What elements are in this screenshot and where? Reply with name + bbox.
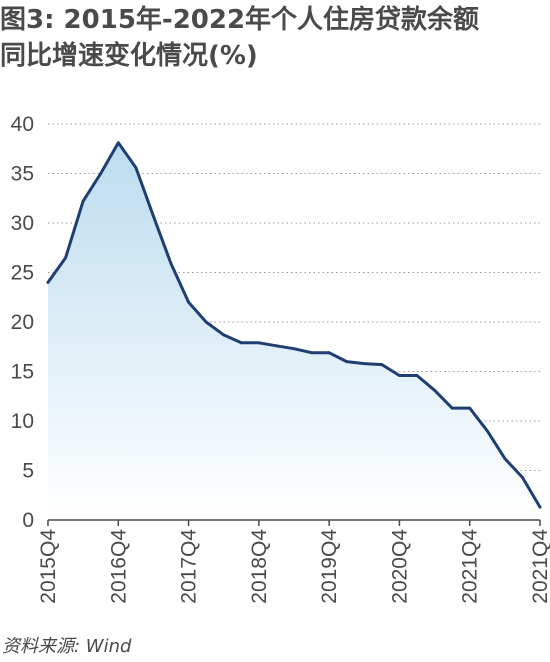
y-tick-label-40: 40 [11, 113, 34, 136]
data-point-2018Q1 [204, 320, 208, 324]
x-tick-label-1: 2016Q4 [107, 529, 130, 604]
data-point-2020Q1 [345, 360, 349, 363]
data-point-2019Q2 [292, 347, 296, 351]
data-point-2022Q3 [521, 476, 524, 479]
data-point-2016Q2 [81, 199, 85, 203]
data-point-2020Q2 [362, 362, 366, 365]
data-point-2019Q4 [327, 351, 331, 355]
x-tick-label-4: 2019Q4 [318, 529, 341, 604]
data-point-2022Q1 [485, 429, 489, 433]
x-tick-label-3: 2018Q4 [248, 529, 271, 604]
y-tick-label-10: 10 [11, 410, 34, 433]
y-tick-label-0: 0 [22, 509, 34, 532]
source-note: 资料来源: Wind [2, 636, 132, 657]
data-point-2021Q4 [468, 406, 472, 410]
data-point-2015Q4 [46, 281, 50, 284]
x-tick-label-2: 2017Q4 [178, 529, 201, 604]
data-point-2017Q4 [187, 300, 191, 304]
y-tick-label-35: 35 [11, 163, 34, 186]
y-tick-label-25: 25 [11, 262, 34, 285]
x-axis-ticks: 2015Q4 2016Q4 2017Q4 2018Q4 2019Q4 2020Q4 2021… [37, 520, 550, 604]
chart-title-line-2: 同比增速变化情况(%) [0, 41, 258, 71]
data-point-2021Q1 [415, 374, 419, 377]
data-points [46, 141, 542, 509]
data-point-2021Q2 [433, 388, 436, 392]
area-chart: 0 5 10 15 20 25 30 35 40 2015Q4 2016Q4 2017Q4 2018Q… [11, 113, 550, 604]
data-point-2021Q3 [450, 406, 454, 410]
data-point-2019Q1 [275, 344, 278, 348]
data-point-2017Q1 [134, 166, 138, 170]
data-point-2020Q3 [380, 363, 384, 366]
data-point-2018Q3 [239, 341, 243, 345]
y-axis-ticks: 0 5 10 15 20 25 30 35 40 [11, 113, 34, 532]
data-point-2022Q4 [538, 505, 542, 509]
data-point-2016Q1 [64, 256, 67, 260]
x-tick-label-5: 2020Q4 [388, 529, 411, 604]
chart-title: 图3: 2015年-2022年个人住房贷款余额 同比增速变化情况(%) [0, 2, 550, 74]
y-tick-label-15: 15 [11, 361, 34, 384]
x-tick-label-0: 2015Q4 [37, 529, 60, 604]
x-tick-label-7: 2021Q4 [529, 529, 550, 604]
y-tick-label-5: 5 [22, 460, 34, 483]
x-tick-label-6: 2021Q4 [459, 529, 482, 604]
area-fill [48, 142, 540, 521]
y-tick-label-30: 30 [11, 212, 34, 235]
data-point-2017Q2 [152, 214, 155, 218]
data-point-2016Q4 [116, 141, 120, 145]
data-point-2018Q4 [257, 341, 261, 345]
data-point-2016Q3 [99, 172, 103, 175]
chart-title-line-1: 图3: 2015年-2022年个人住房贷款余额 [0, 5, 480, 35]
data-point-2020Q4 [398, 374, 401, 377]
y-tick-label-20: 20 [11, 311, 34, 334]
data-point-2017Q3 [169, 262, 173, 265]
data-point-2022Q2 [503, 457, 507, 460]
data-point-2018Q2 [222, 333, 226, 337]
data-point-2019Q3 [310, 351, 313, 355]
